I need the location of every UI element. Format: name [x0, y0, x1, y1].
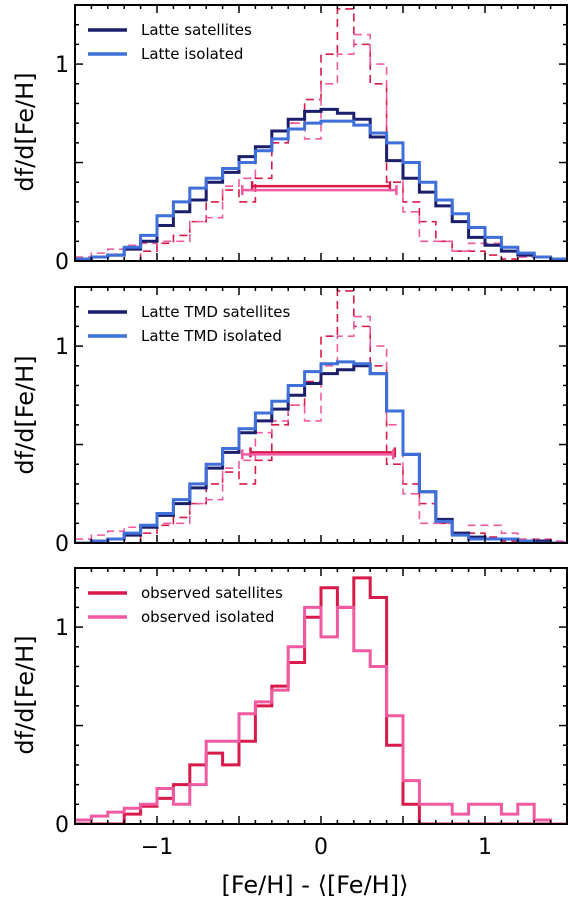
ticks [74, 286, 568, 544]
legend: Latte satellites Latte isolated [88, 21, 252, 63]
plot-area [75, 576, 567, 824]
series-obs_iso-dashed [75, 33, 567, 260]
errorbar-1 [241, 449, 395, 460]
series-latte-isolated [75, 119, 567, 261]
x-axis-label: [Fe/H] - ⟨[Fe/H]⟩ [222, 871, 409, 899]
series-observed-satellites [75, 576, 567, 824]
ticks [74, 4, 568, 262]
panel-top: df/d[Fe/H] 0 1 Latte satellites Latte isola… [11, 4, 568, 275]
plot-area [75, 290, 567, 543]
y-tick-label: 1 [55, 53, 69, 78]
ticks [74, 567, 568, 825]
legend-label: Latte TMD satellites [141, 303, 290, 321]
legend-label: Latte satellites [141, 21, 252, 39]
axes-frame [74, 286, 568, 544]
panel-top-ylabel: df/d[Fe/H] [11, 72, 39, 191]
y-tick-label: 0 [55, 813, 69, 838]
legend: Latte TMD satellites Latte TMD isolated [88, 303, 290, 345]
errorbar-0 [249, 447, 397, 458]
series-observed-isolated [75, 605, 567, 824]
panel-bottom-ylabel: df/d[Fe/H] [11, 635, 39, 754]
x-tick-label: 0 [314, 835, 328, 860]
x-tick-label: 1 [478, 835, 492, 860]
series-latte-tmd-isolated [75, 360, 567, 543]
series-obs_sat-dashed [75, 8, 567, 261]
y-tick-label: 0 [55, 250, 69, 275]
y-tick-label: 0 [55, 532, 69, 557]
legend-label: Latte TMD isolated [141, 327, 282, 345]
series-obs_sat-dashed [75, 290, 567, 543]
legend-label: Latte isolated [141, 45, 243, 63]
panel-middle-ylabel: df/d[Fe/H] [11, 355, 39, 474]
legend-label: observed satellites [141, 584, 283, 602]
y-tick-label: 1 [55, 335, 69, 360]
y-tick-label: 1 [55, 616, 69, 641]
legend-label: observed isolated [141, 608, 274, 626]
errorbar-1 [241, 185, 398, 196]
plot-area [75, 8, 567, 261]
x-tick-label: −1 [141, 835, 173, 860]
axes-frame [74, 4, 568, 262]
legend: observed satellites observed isolated [88, 584, 283, 626]
